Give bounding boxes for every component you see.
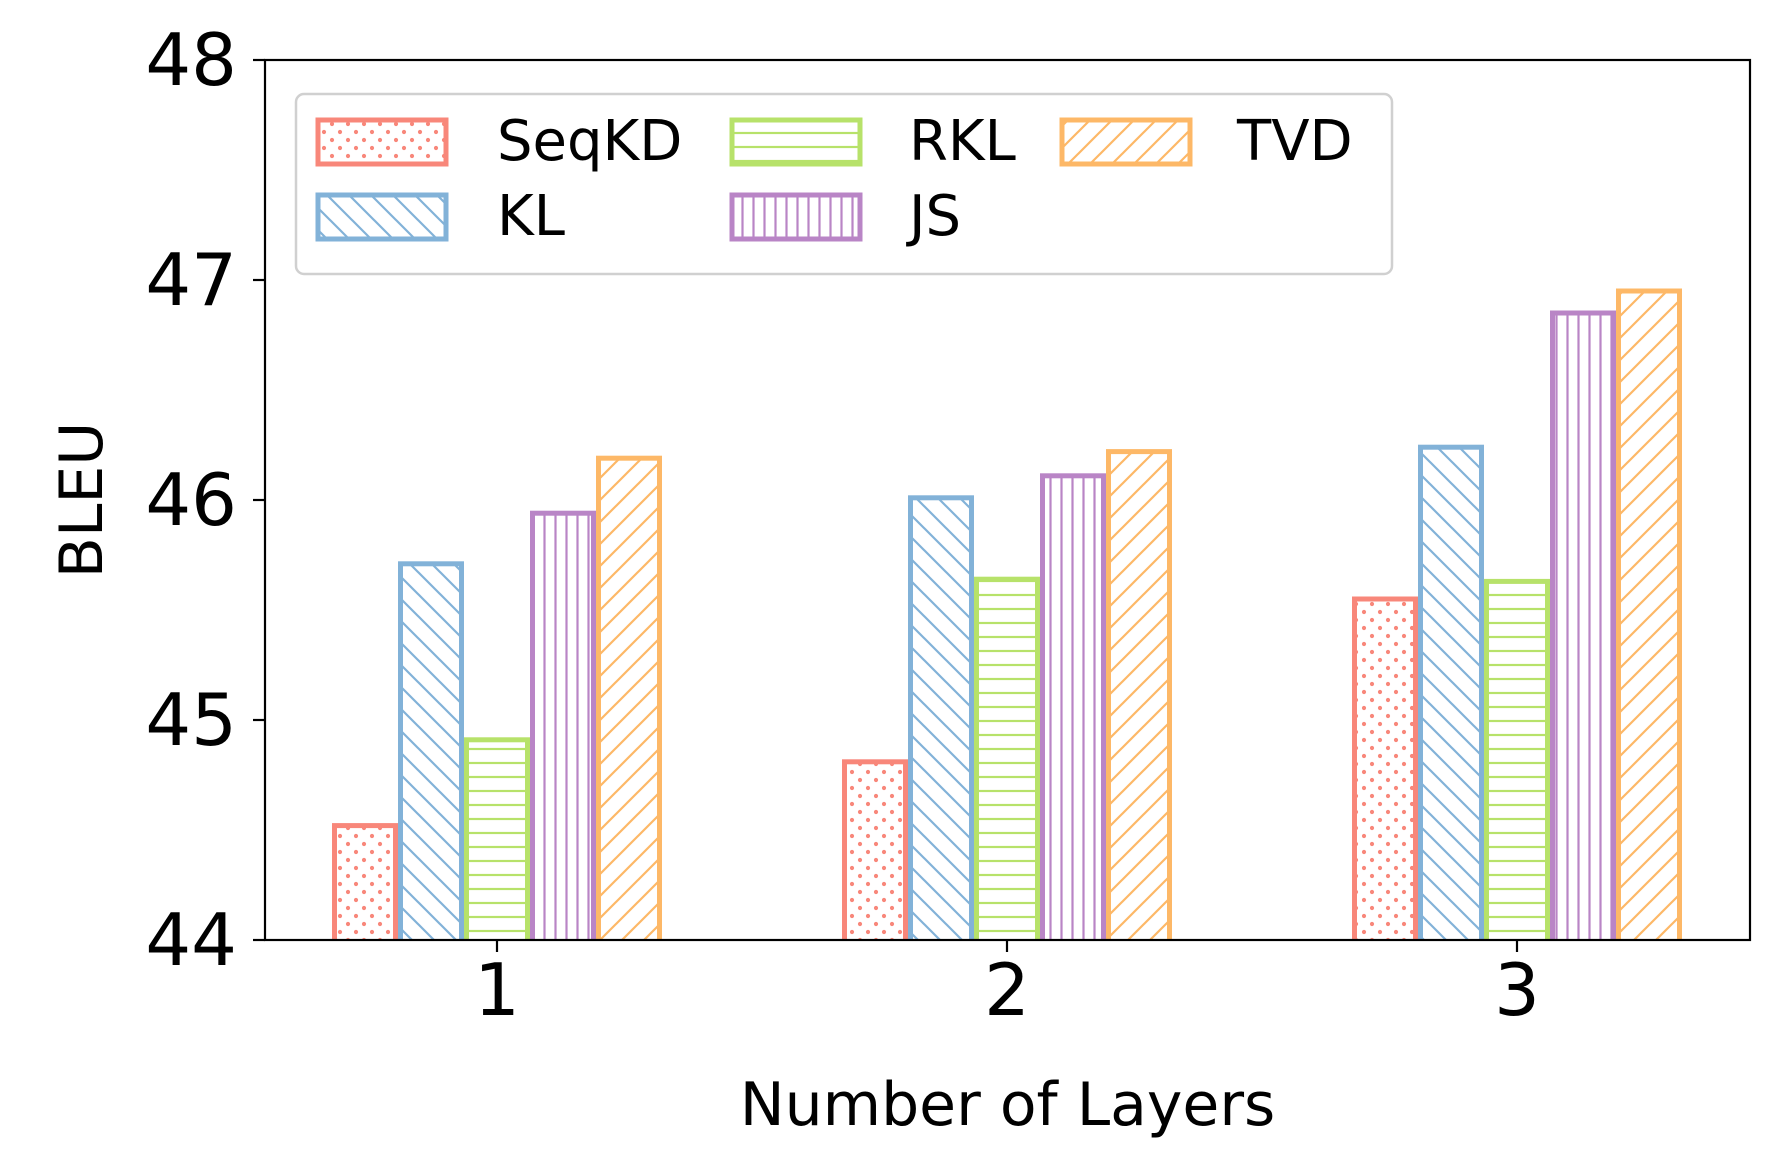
- legend-swatch-rkl: [729, 117, 863, 167]
- legend-label-seqkd: SeqKD: [497, 109, 682, 174]
- legend: SeqKD KL RKL JS TVD: [294, 92, 1394, 276]
- y-tick-label: 47: [145, 238, 237, 322]
- x-tick-label: 1: [474, 948, 520, 1032]
- bar-js-1: [530, 510, 596, 940]
- legend-label-kl: KL: [497, 184, 565, 249]
- bar-seqkd-2: [842, 759, 908, 940]
- bar-seqkd-3: [1352, 596, 1418, 940]
- y-tick-label: 46: [145, 458, 237, 542]
- y-axis-title: BLEU: [47, 422, 117, 578]
- bar-tvd-2: [1106, 449, 1172, 940]
- bar-js-3: [1550, 310, 1616, 940]
- bars-layer: [332, 288, 1682, 940]
- legend-label-rkl: RKL: [909, 109, 1016, 174]
- x-tick-label: 3: [1494, 948, 1540, 1032]
- y-tick-label: 45: [145, 678, 237, 762]
- bar-tvd-3: [1616, 288, 1682, 940]
- x-tick-label: 2: [984, 948, 1030, 1032]
- bar-rkl-1: [464, 737, 530, 940]
- x-axis: 1 2 3: [474, 940, 1540, 1032]
- bar-seqkd-1: [332, 823, 398, 940]
- bar-rkl-3: [1484, 578, 1550, 940]
- y-tick-label: 48: [145, 18, 237, 102]
- legend-swatch-tvd: [1059, 117, 1193, 167]
- y-tick-label: 44: [145, 898, 237, 982]
- legend-label-tvd: TVD: [1236, 109, 1353, 174]
- legend-swatch-kl: [315, 192, 449, 242]
- bar-js-2: [1040, 473, 1106, 940]
- bar-kl-1: [398, 561, 464, 940]
- x-axis-title: Number of Layers: [740, 1070, 1276, 1140]
- legend-swatch-js: [729, 192, 863, 242]
- bar-kl-2: [908, 495, 974, 940]
- bar-kl-3: [1418, 444, 1484, 940]
- legend-swatch-seqkd: [315, 117, 449, 167]
- bar-rkl-2: [974, 576, 1040, 940]
- legend-label-js: JS: [906, 184, 961, 249]
- y-axis: 44 45 46 47 48: [145, 18, 265, 982]
- bar-tvd-1: [596, 455, 662, 940]
